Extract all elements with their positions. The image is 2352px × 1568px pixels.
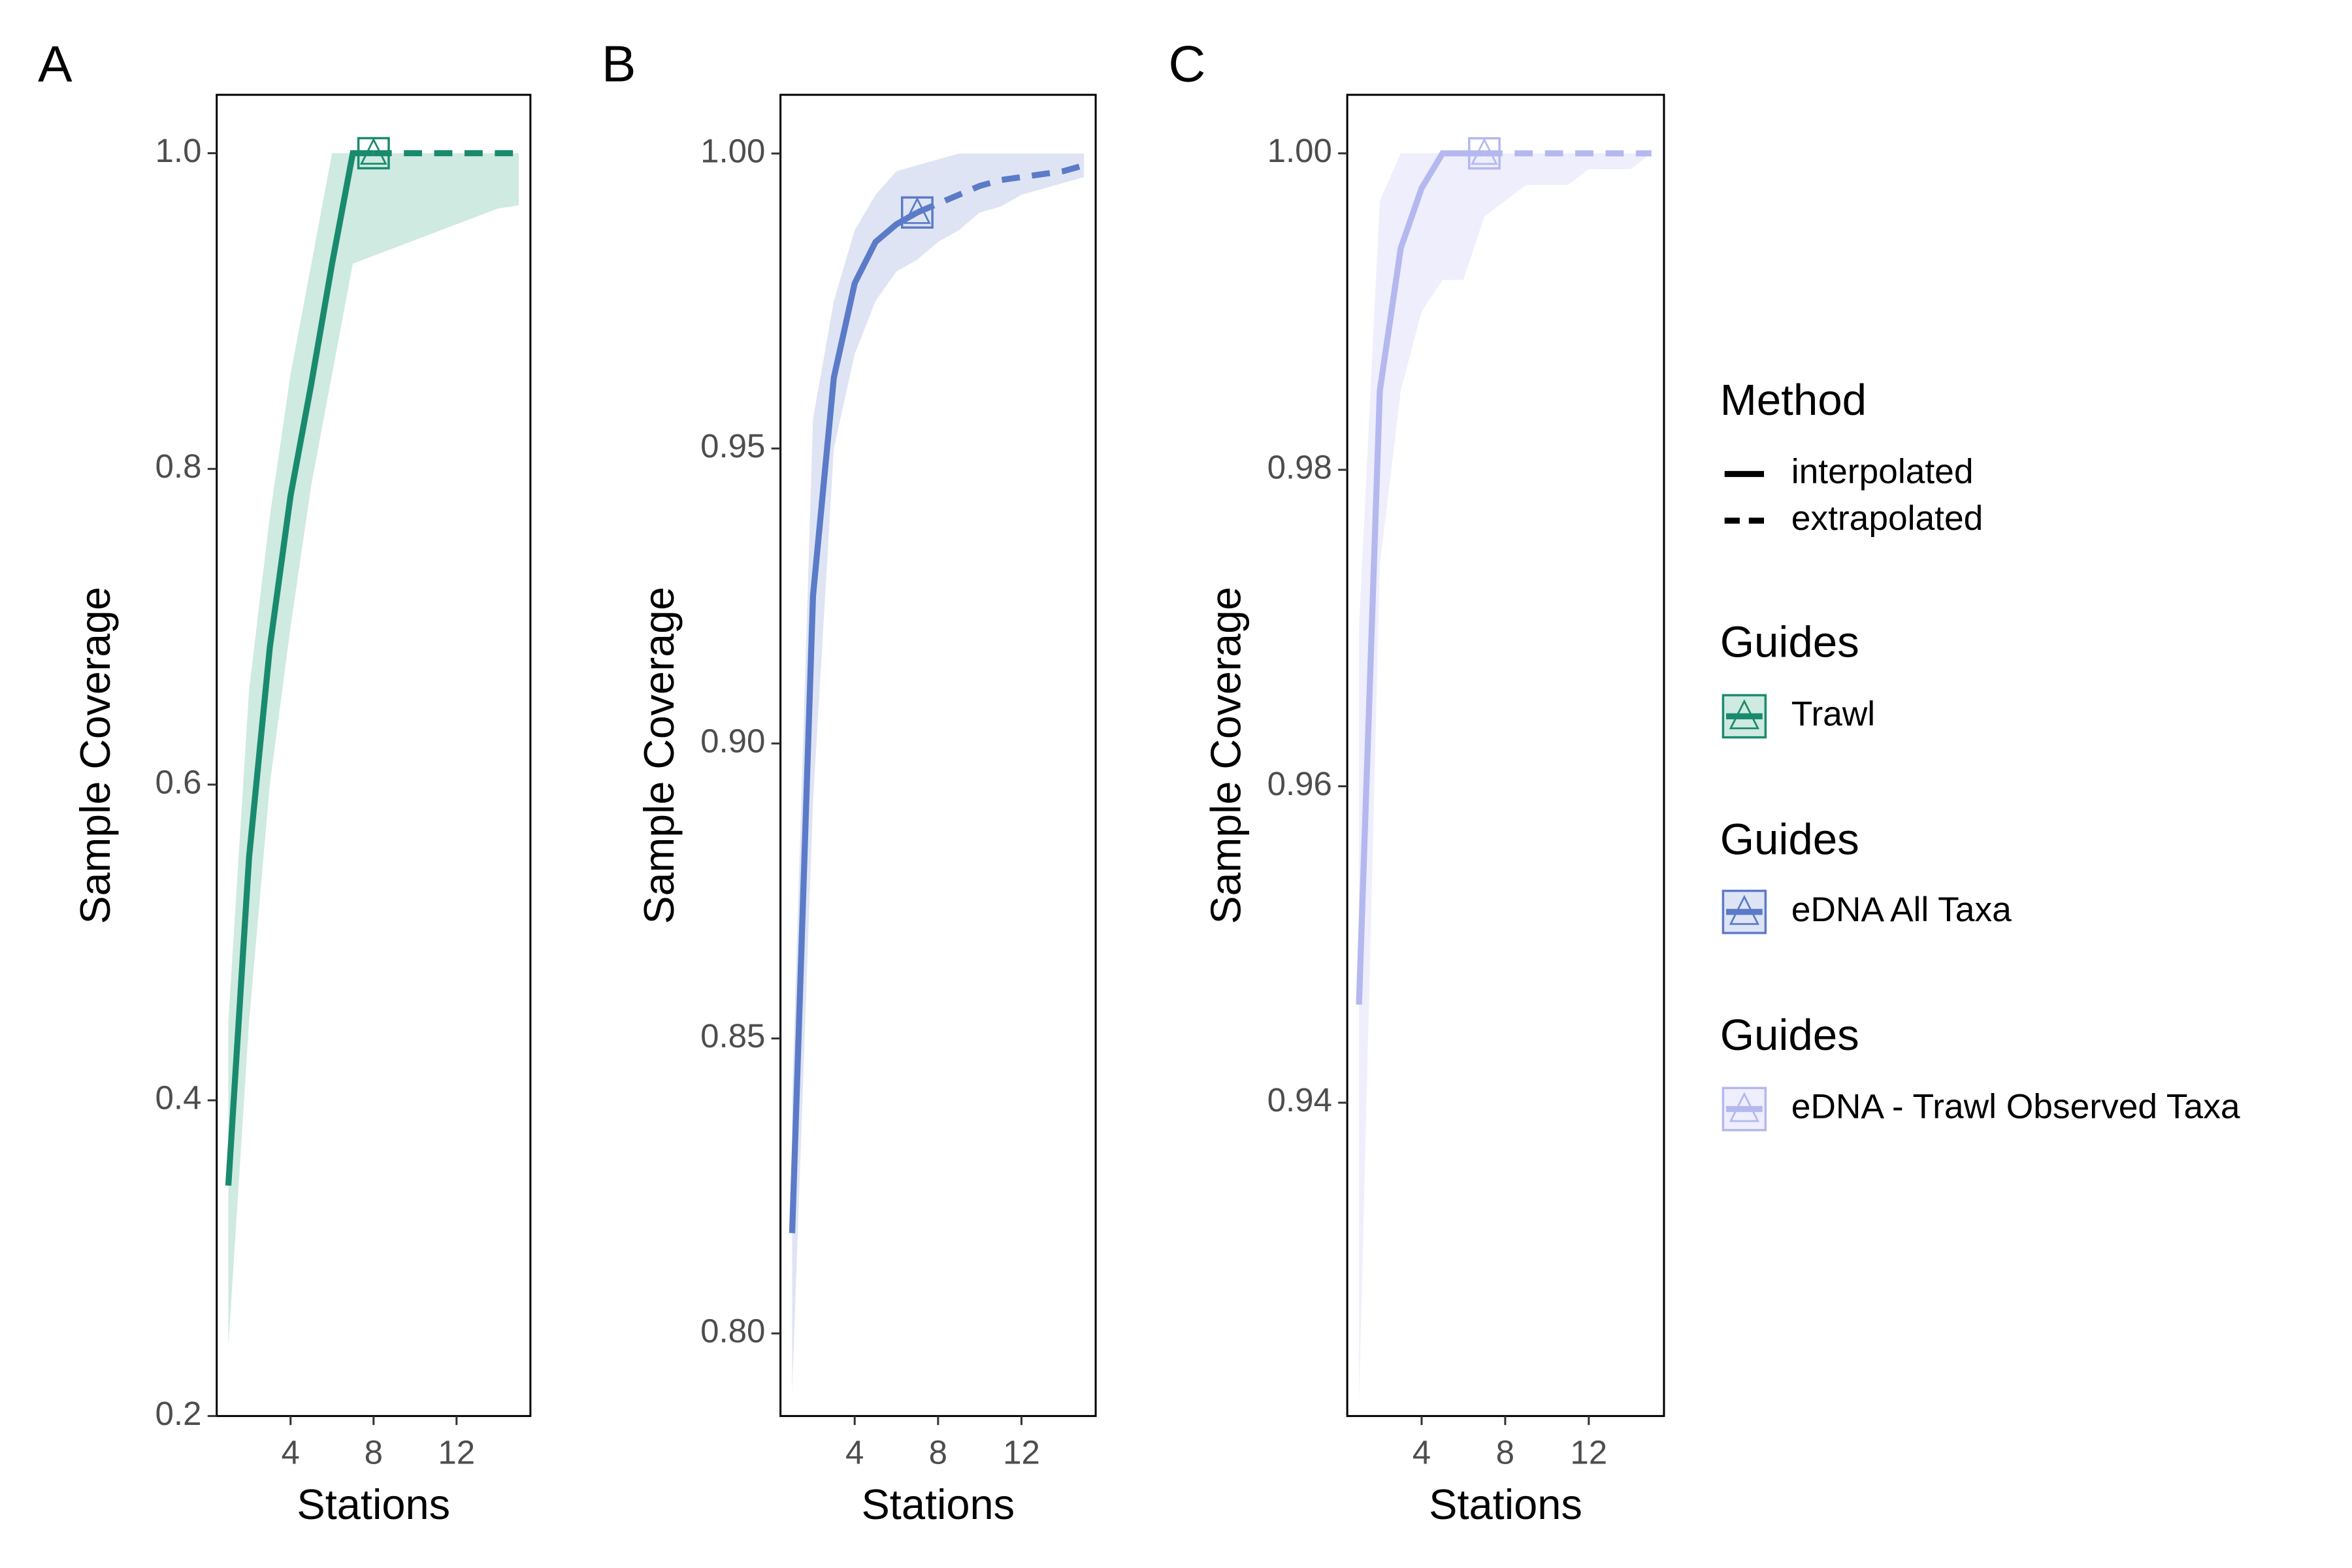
- y-tick-label: 1.00: [1267, 132, 1332, 169]
- x-tick-label: 4: [282, 1434, 300, 1471]
- plot-frame: [779, 93, 1097, 1417]
- confidence-band: [1359, 153, 1652, 1403]
- y-tick-label: 0.6: [155, 763, 202, 800]
- observed-triangle: [904, 197, 931, 224]
- panel-label: B: [602, 35, 636, 93]
- y-tick-label: 1.0: [155, 132, 202, 169]
- plot-frame: [1346, 93, 1665, 1417]
- legend-title: Method: [1720, 376, 1867, 425]
- x-tick-label: 4: [1413, 1434, 1431, 1471]
- x-axis-title: Stations: [861, 1480, 1015, 1528]
- x-axis-title: Stations: [1429, 1480, 1582, 1528]
- x-tick-label: 8: [929, 1434, 947, 1471]
- x-axis-title: Stations: [297, 1480, 450, 1528]
- y-tick-label: 0.98: [1267, 449, 1332, 486]
- x-tick-label: 12: [1003, 1434, 1040, 1471]
- legend-entry: Trawl: [1791, 695, 1875, 734]
- observed-triangle: [1471, 137, 1498, 165]
- legend-title: Guides: [1720, 815, 1859, 864]
- y-tick-label: 0.85: [700, 1017, 765, 1054]
- legend-key: [1729, 1092, 1759, 1122]
- y-tick-label: 0.96: [1267, 765, 1332, 802]
- confidence-band: [792, 153, 1085, 1393]
- y-tick-label: 1.00: [700, 133, 765, 170]
- legend-entry: extrapolated: [1791, 499, 1984, 538]
- legend-key: [1729, 894, 1759, 925]
- legend-title: Guides: [1720, 618, 1859, 667]
- y-tick-label: 0.94: [1267, 1081, 1332, 1119]
- legend-entry: eDNA - Trawl Observed Taxa: [1791, 1088, 2240, 1126]
- panel-label: C: [1168, 35, 1205, 93]
- legend-title: Guides: [1720, 1011, 1859, 1060]
- y-tick-label: 0.8: [155, 448, 202, 485]
- y-tick-label: 0.2: [155, 1395, 202, 1432]
- y-tick-label: 0.90: [700, 723, 765, 760]
- coverage-line: [225, 150, 374, 1186]
- y-tick-label: 0.4: [155, 1079, 202, 1117]
- coverage-line: [1356, 150, 1484, 1005]
- x-tick-label: 8: [365, 1434, 383, 1471]
- coverage-line: [789, 210, 919, 1233]
- y-axis-title: Sample Coverage: [71, 587, 119, 924]
- y-tick-label: 0.80: [700, 1313, 765, 1350]
- confidence-band: [228, 153, 519, 1347]
- plot-frame: [216, 93, 532, 1417]
- legend-entry: interpolated: [1791, 453, 1974, 491]
- y-axis-title: Sample Coverage: [1201, 587, 1249, 924]
- panel-label: A: [38, 35, 73, 93]
- observed-triangle: [359, 137, 387, 165]
- x-tick-label: 4: [845, 1434, 864, 1471]
- y-tick-label: 0.95: [700, 427, 765, 465]
- legend-entry: eDNA All Taxa: [1791, 890, 2012, 929]
- x-tick-label: 12: [1570, 1434, 1607, 1471]
- y-axis-title: Sample Coverage: [635, 587, 683, 924]
- x-tick-label: 8: [1496, 1434, 1514, 1471]
- legend-key: [1729, 699, 1759, 730]
- x-tick-label: 12: [438, 1434, 475, 1471]
